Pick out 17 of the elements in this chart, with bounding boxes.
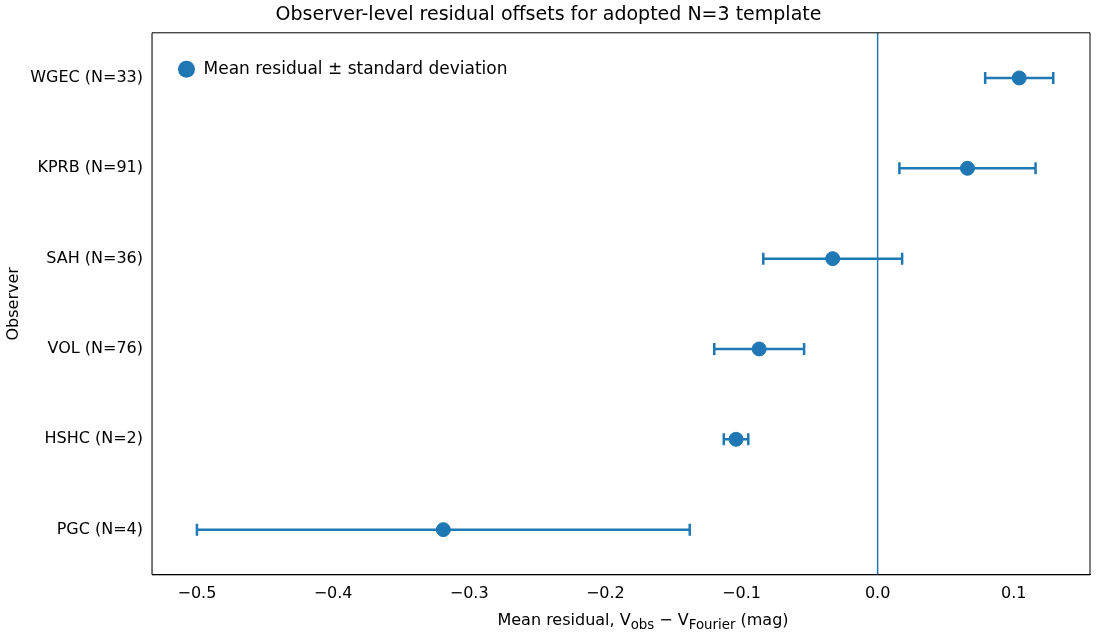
x-tick-label: 0.1	[1001, 582, 1027, 602]
x-tick-label: −0.4	[313, 582, 353, 602]
x-tick-label: 0.0	[864, 582, 891, 602]
x-axis-title: Mean residual, V$_{obs}$ − V$_{Fourier}$ (mag)	[496, 610, 790, 633]
legend-label: Mean residual ± standard deviation	[203, 57, 508, 78]
x-tick-label: −0.2	[585, 582, 625, 602]
x-tick-label: −0.1	[722, 582, 761, 602]
y-tick-label: WGEC (N=33)	[30, 67, 143, 87]
y-tick-label: VOL (N=76)	[47, 338, 143, 358]
y-tick-label: HSHC (N=2)	[44, 428, 143, 448]
chart-title: Observer-level residual offsets for adopted N=3 template	[275, 2, 822, 25]
y-tick-label: PGC (N=4)	[56, 518, 143, 538]
y-axis-title: Observer	[2, 266, 22, 341]
y-tick-label: SAH (N=36)	[46, 247, 143, 267]
y-tick-label: KPRB (N=91)	[37, 157, 143, 177]
x-tick-label: −0.5	[177, 582, 217, 602]
x-tick-label: −0.3	[449, 582, 489, 602]
